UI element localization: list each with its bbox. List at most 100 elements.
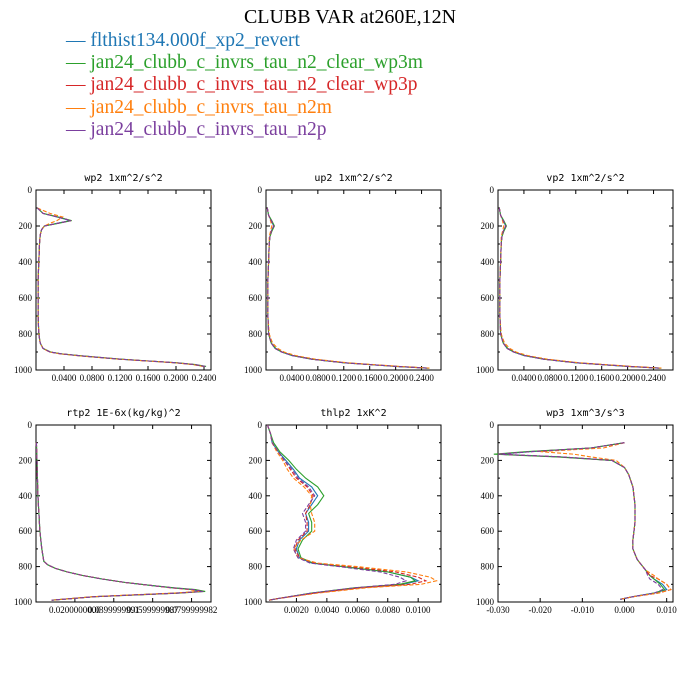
series-line xyxy=(266,207,430,369)
series-line xyxy=(35,442,202,601)
y-tick-label: 0 xyxy=(490,185,495,195)
series-line xyxy=(266,424,417,601)
plot-frame xyxy=(35,424,212,603)
x-tick-label: 0.0800 xyxy=(537,373,562,383)
series-line xyxy=(498,207,661,369)
y-tick-label: 1000 xyxy=(14,597,33,607)
y-tick-label: 0 xyxy=(28,420,33,430)
x-tick-label: 0.1200 xyxy=(108,373,133,383)
series-line xyxy=(37,207,207,367)
x-tick-label: 0.2000 xyxy=(164,373,189,383)
y-tick-label: 600 xyxy=(481,526,495,536)
x-tick-label: 0.0599999987 xyxy=(127,605,179,615)
series-line xyxy=(266,424,408,601)
series-line xyxy=(35,442,206,601)
legend-label: jan24_clubb_c_invrs_tau_n2p xyxy=(90,118,327,140)
y-tick-label: 0 xyxy=(258,420,263,430)
plot-frame xyxy=(265,189,442,371)
y-tick-label: 400 xyxy=(481,257,495,267)
series-line xyxy=(266,207,429,369)
chart-panel: wp3 1xm^3/s^3 0 200 400 600 800 1000-0.030 -0.0… xyxy=(476,408,677,615)
x-tick-label: -0.030 xyxy=(486,605,510,615)
panel-title: vp2 1xm^2/s^2 xyxy=(546,173,624,184)
x-tick-label: 0.0799999982 xyxy=(166,605,218,615)
series-line xyxy=(266,207,429,369)
legend-line-marker: — xyxy=(66,74,91,96)
legend-label: jan24_clubb_c_invrs_tau_n2_clear_wp3p xyxy=(90,74,418,96)
series-line xyxy=(35,442,204,601)
legend-item: — jan24_clubb_c_invrs_tau_n2_clear_wp3m xyxy=(66,52,423,74)
y-tick-label: 800 xyxy=(19,329,33,339)
x-tick-label: 0.0020 xyxy=(284,605,309,615)
legend-item: — jan24_clubb_c_invrs_tau_n2_clear_wp3p xyxy=(66,74,423,96)
y-tick-label: 200 xyxy=(19,221,33,231)
chart-panel: vp2 1xm^2/s^2 0 200 400 600 800 1000 0.0400 0.08… xyxy=(476,173,674,383)
x-tick-label: 0.0399999991 xyxy=(88,605,140,615)
x-tick-label: 0.2400 xyxy=(409,373,434,383)
x-tick-label: 0.0060 xyxy=(345,605,370,615)
y-tick-label: 0 xyxy=(258,185,263,195)
y-tick-label: 200 xyxy=(481,455,495,465)
x-tick-label: 0.2400 xyxy=(641,373,666,383)
series-line xyxy=(498,207,664,369)
x-tick-label: 0.0100 xyxy=(406,605,431,615)
x-tick-label: 0.0400 xyxy=(52,373,77,383)
y-tick-label: 400 xyxy=(249,491,263,501)
series-line xyxy=(37,207,205,367)
series-line xyxy=(266,424,428,601)
legend-item: — flthist134.000f_xp2_revert xyxy=(66,30,423,52)
x-tick-label: 0.2400 xyxy=(192,373,217,383)
x-tick-label: 0.1200 xyxy=(563,373,588,383)
y-tick-label: 400 xyxy=(249,257,263,267)
x-tick-label: 0.0800 xyxy=(305,373,330,383)
legend-label: jan24_clubb_c_invrs_tau_n2_clear_wp3m xyxy=(90,52,423,74)
x-tick-label: 0.0200000000 xyxy=(49,605,101,615)
y-tick-label: 800 xyxy=(249,329,263,339)
panel-title: rtp2 1E-6x(kg/kg)^2 xyxy=(66,408,180,419)
y-tick-label: 0 xyxy=(490,420,495,430)
series-line xyxy=(35,442,200,601)
panel-title: up2 1xm^2/s^2 xyxy=(314,173,392,184)
series-line xyxy=(266,424,420,601)
x-tick-label: 0.0800 xyxy=(80,373,105,383)
x-tick-label: 0.1200 xyxy=(331,373,356,383)
plot-frame xyxy=(265,424,442,603)
chart-panel: up2 1xm^2/s^2 0 200 400 600 800 1000 0.0400 0.08… xyxy=(244,173,442,383)
series-line xyxy=(266,207,432,369)
legend-line-marker: — xyxy=(66,96,91,118)
y-tick-label: 400 xyxy=(19,257,33,267)
y-tick-label: 600 xyxy=(249,526,263,536)
x-tick-label: -0.020 xyxy=(529,605,553,615)
y-tick-label: 800 xyxy=(481,562,495,572)
y-tick-label: 200 xyxy=(481,221,495,231)
x-tick-label: 0.1600 xyxy=(357,373,382,383)
legend-item: — jan24_clubb_c_invrs_tau_n2p xyxy=(66,119,423,141)
y-tick-label: 800 xyxy=(249,562,263,572)
y-tick-label: 800 xyxy=(19,562,33,572)
y-tick-label: 0 xyxy=(28,185,33,195)
y-tick-label: 400 xyxy=(481,491,495,501)
x-tick-label: 0.1600 xyxy=(589,373,614,383)
x-tick-label: 0.2000 xyxy=(383,373,408,383)
legend-line-marker: — xyxy=(66,52,91,74)
x-tick-label: 0.2000 xyxy=(615,373,640,383)
chart-panel: wp2 1xm^2/s^2 0 200 400 600 800 1000 0.0400 0.08… xyxy=(14,173,217,383)
figure-title: CLUBB VAR at260E,12N xyxy=(243,6,457,28)
y-tick-label: 600 xyxy=(19,293,33,303)
x-tick-label: 0.0400 xyxy=(512,373,537,383)
panel-title: wp3 1xm^3/s^3 xyxy=(546,408,624,419)
series-line xyxy=(266,207,429,369)
series-line xyxy=(37,207,206,367)
x-tick-label: 0.0040 xyxy=(314,605,339,615)
y-tick-label: 600 xyxy=(481,293,495,303)
y-tick-label: 200 xyxy=(249,221,263,231)
x-tick-label: 0.0080 xyxy=(375,605,400,615)
series-line xyxy=(37,207,203,367)
x-tick-label: 0.000 xyxy=(614,605,635,615)
y-tick-label: 800 xyxy=(481,329,495,339)
series-line xyxy=(493,442,666,600)
y-tick-label: 600 xyxy=(249,293,263,303)
series-line xyxy=(498,207,661,369)
chart-panel: rtp2 1E-6x(kg/kg)^2 0 200 400 600 800 1000 0.02… xyxy=(14,408,217,615)
